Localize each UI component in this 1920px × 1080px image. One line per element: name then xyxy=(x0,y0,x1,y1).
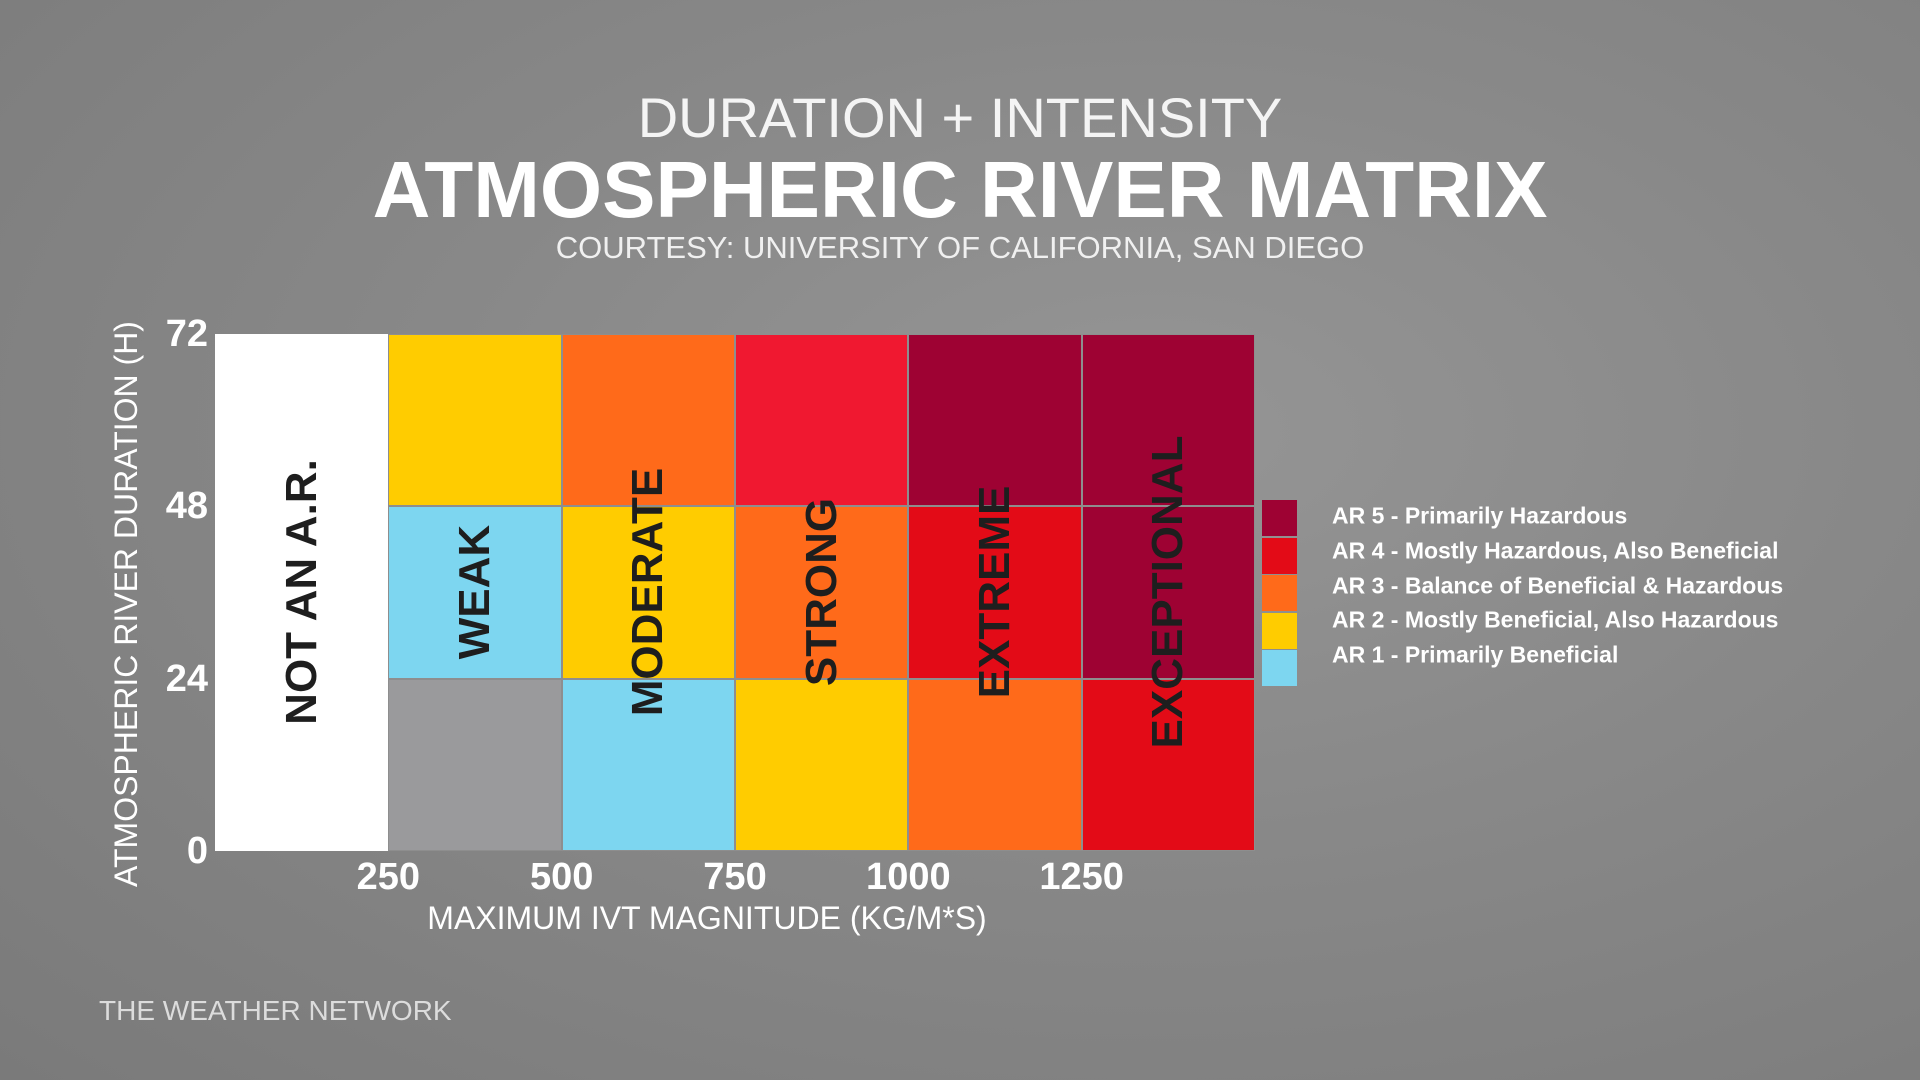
chart-title: ATMOSPHERIC RIVER MATRIX xyxy=(372,145,1548,234)
matrix-cell xyxy=(215,334,389,507)
matrix-cell xyxy=(215,678,389,851)
matrix-cell xyxy=(735,506,909,679)
matrix-cell xyxy=(1081,506,1255,679)
courtesy-credit: COURTESY: UNIVERSITY OF CALIFORNIA, SAN … xyxy=(555,230,1365,265)
legend-swatch xyxy=(1262,500,1297,536)
matrix-cell xyxy=(735,678,909,851)
x-tick-label: 500 xyxy=(529,856,594,898)
column-label: EXCEPTIONAL xyxy=(1143,435,1193,749)
legend-swatch xyxy=(1262,537,1297,574)
matrix-grid xyxy=(215,334,1255,851)
matrix-cell xyxy=(735,334,909,507)
x-tick-label: 250 xyxy=(356,856,421,898)
matrix-cell xyxy=(908,506,1082,679)
y-axis-label: ATMOSPHERIC RIVER DURATION (H) xyxy=(108,321,144,887)
y-tick-label: 48 xyxy=(165,485,208,528)
x-tick-label: 1000 xyxy=(866,856,951,898)
legend-label: AR 4 - Mostly Hazardous, Also Beneficial xyxy=(1332,537,1779,564)
column-label: EXTREME xyxy=(970,485,1019,699)
x-tick-label: 1250 xyxy=(1039,856,1124,898)
legend-swatch xyxy=(1262,612,1297,649)
legend-label: AR 3 - Balance of Beneficial & Hazardous xyxy=(1332,571,1784,598)
matrix-cell xyxy=(388,334,562,507)
matrix-cell xyxy=(908,334,1082,507)
column-label: NOT AN A.R. xyxy=(276,459,326,725)
legend-swatch xyxy=(1262,575,1297,611)
legend-swatch xyxy=(1262,650,1297,686)
matrix-cell xyxy=(1081,334,1255,507)
chart-supertitle: DURATION + INTENSITY xyxy=(637,86,1283,149)
matrix-cell xyxy=(561,678,735,851)
brand-footer: THE WEATHER NETWORK xyxy=(99,995,452,1026)
matrix-cell xyxy=(908,678,1082,851)
matrix-cell xyxy=(215,506,389,679)
column-label: STRONG xyxy=(796,497,846,687)
legend-label: AR 1 - Primarily Beneficial xyxy=(1332,641,1619,668)
matrix-cell xyxy=(561,506,735,679)
y-tick-label: 72 xyxy=(165,313,208,355)
matrix-cell xyxy=(561,334,735,507)
x-tick-label: 750 xyxy=(703,856,767,898)
matrix-cell xyxy=(388,506,562,679)
column-label: MODERATE xyxy=(623,467,673,717)
y-tick-label: 0 xyxy=(186,830,208,872)
legend-label: AR 2 - Mostly Beneficial, Also Hazardous xyxy=(1332,606,1779,633)
y-tick-label: 24 xyxy=(165,657,208,700)
matrix-cell xyxy=(1081,678,1255,851)
legend-label: AR 5 - Primarily Hazardous xyxy=(1332,502,1628,529)
column-label: WEAK xyxy=(450,524,499,660)
x-axis-label: MAXIMUM IVT MAGNITUDE (KG/M*S) xyxy=(427,900,987,936)
matrix-cell xyxy=(388,678,562,851)
